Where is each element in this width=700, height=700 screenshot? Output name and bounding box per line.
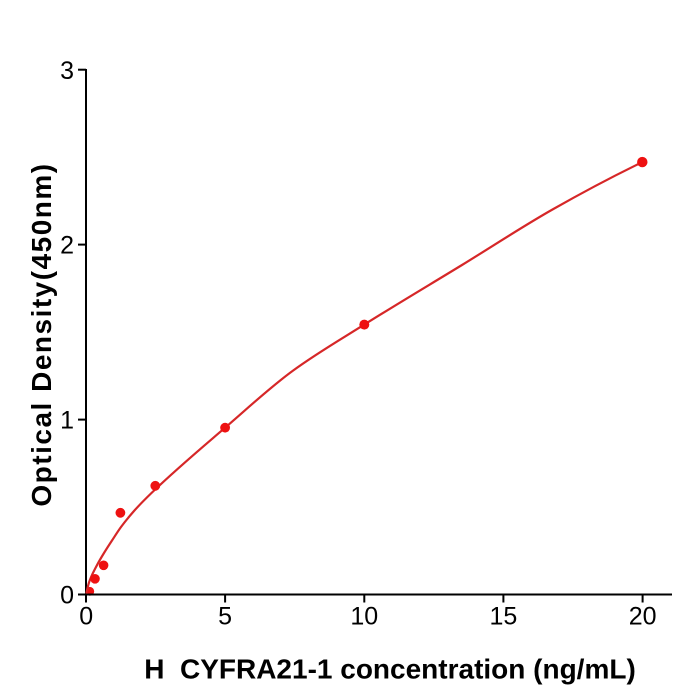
svg-text:5: 5: [218, 603, 232, 631]
svg-text:15: 15: [489, 603, 517, 631]
svg-text:0: 0: [79, 603, 93, 631]
svg-text:Optical Density(450nm): Optical Density(450nm): [26, 162, 57, 506]
svg-text:1: 1: [60, 407, 74, 435]
svg-text:10: 10: [350, 603, 378, 631]
svg-text:2: 2: [60, 232, 74, 260]
svg-text:0: 0: [60, 582, 74, 610]
svg-text:20: 20: [629, 603, 657, 631]
svg-text:H CYFRA21-1 concentration (ng: H CYFRA21-1 concentration (ng/mL): [144, 654, 636, 685]
svg-text:3: 3: [60, 57, 74, 85]
